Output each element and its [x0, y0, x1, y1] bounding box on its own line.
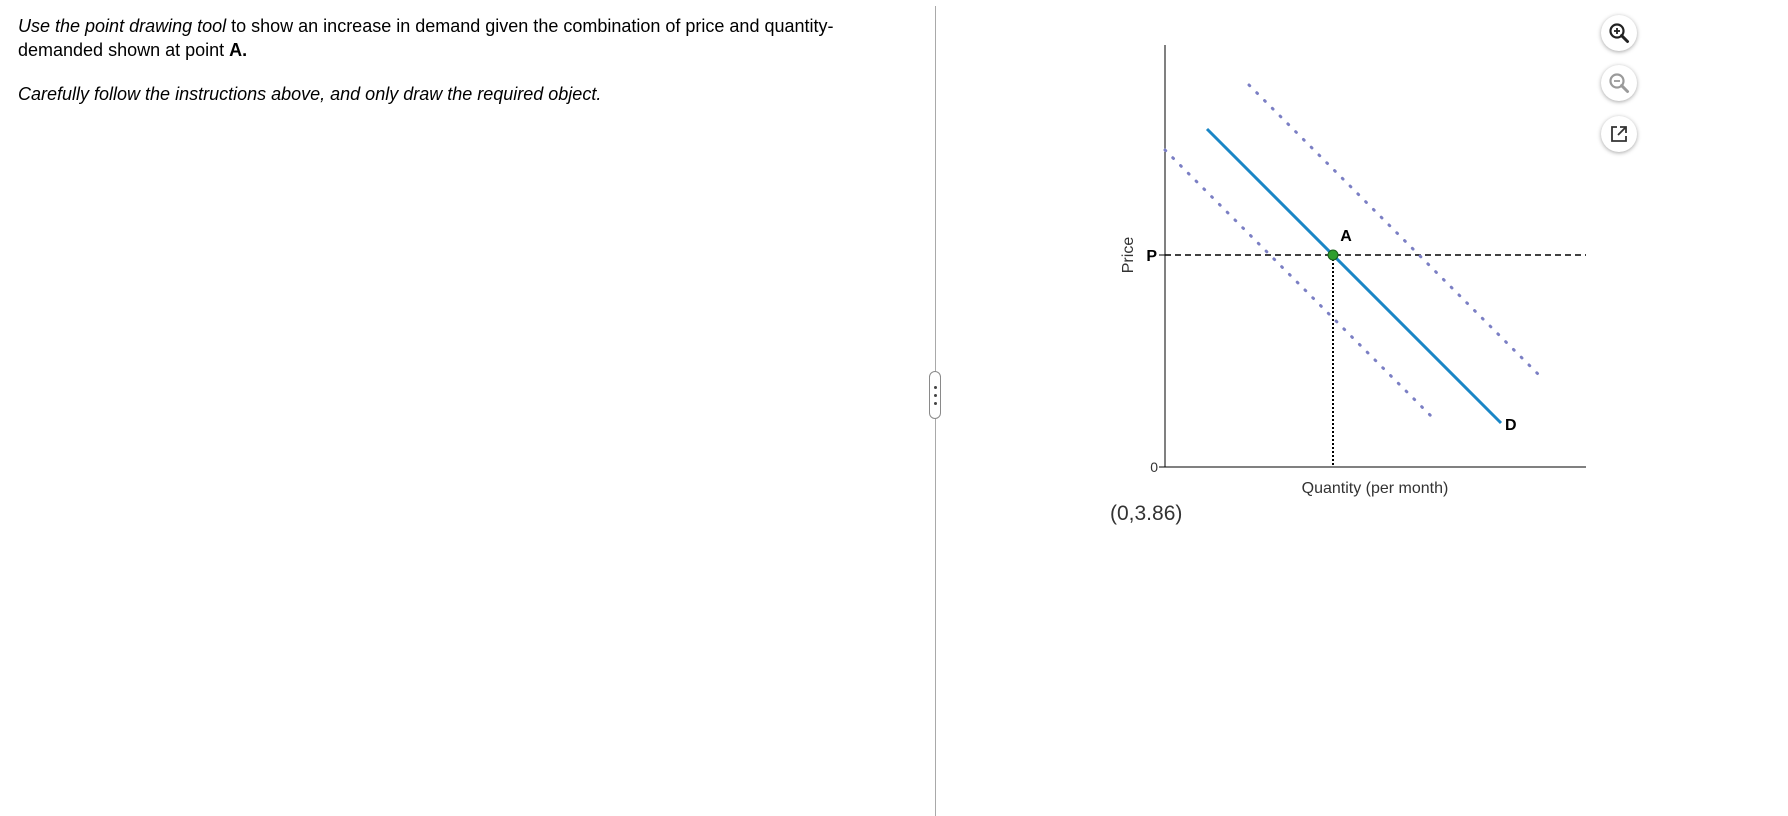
shifted-demand-curve-left[interactable] — [1163, 148, 1439, 424]
instruction-body: to show an increase in demand given the … — [18, 16, 834, 60]
y-axis-label: Price — [1120, 237, 1137, 274]
grip-dot — [934, 402, 937, 405]
zoom-out-icon — [1609, 73, 1629, 93]
point-a[interactable] — [1327, 249, 1339, 261]
point-a-label: A — [1340, 228, 1352, 245]
external-link-icon — [1611, 126, 1627, 142]
shifted-demand-curve-right[interactable] — [1247, 83, 1546, 382]
grip-dot — [934, 394, 937, 397]
zoom-in-button[interactable] — [1601, 15, 1637, 51]
tool-name-text: Use the point drawing tool — [18, 16, 227, 36]
coordinate-readout: (0,3.86) — [1110, 502, 1182, 525]
price-tick-label: P — [1146, 248, 1157, 265]
caution-text: Carefully follow the instructions above,… — [18, 84, 602, 104]
origin-tick-label: 0 — [1150, 459, 1158, 475]
demand-curve-label: D — [1505, 417, 1517, 434]
popout-button[interactable] — [1601, 116, 1637, 152]
zoom-out-button[interactable] — [1601, 65, 1637, 101]
point-reference: A. — [229, 40, 248, 60]
splitter-handle[interactable] — [929, 371, 941, 419]
grip-dot — [934, 386, 937, 389]
demand-curve[interactable] — [1205, 127, 1503, 425]
instruction-text: Use the point drawing tool to show an in… — [18, 14, 838, 62]
x-axis-label: Quantity (per month) — [1302, 480, 1449, 497]
instructions-pane: Use the point drawing tool to show an in… — [18, 14, 838, 104]
zoom-in-icon — [1609, 23, 1629, 43]
